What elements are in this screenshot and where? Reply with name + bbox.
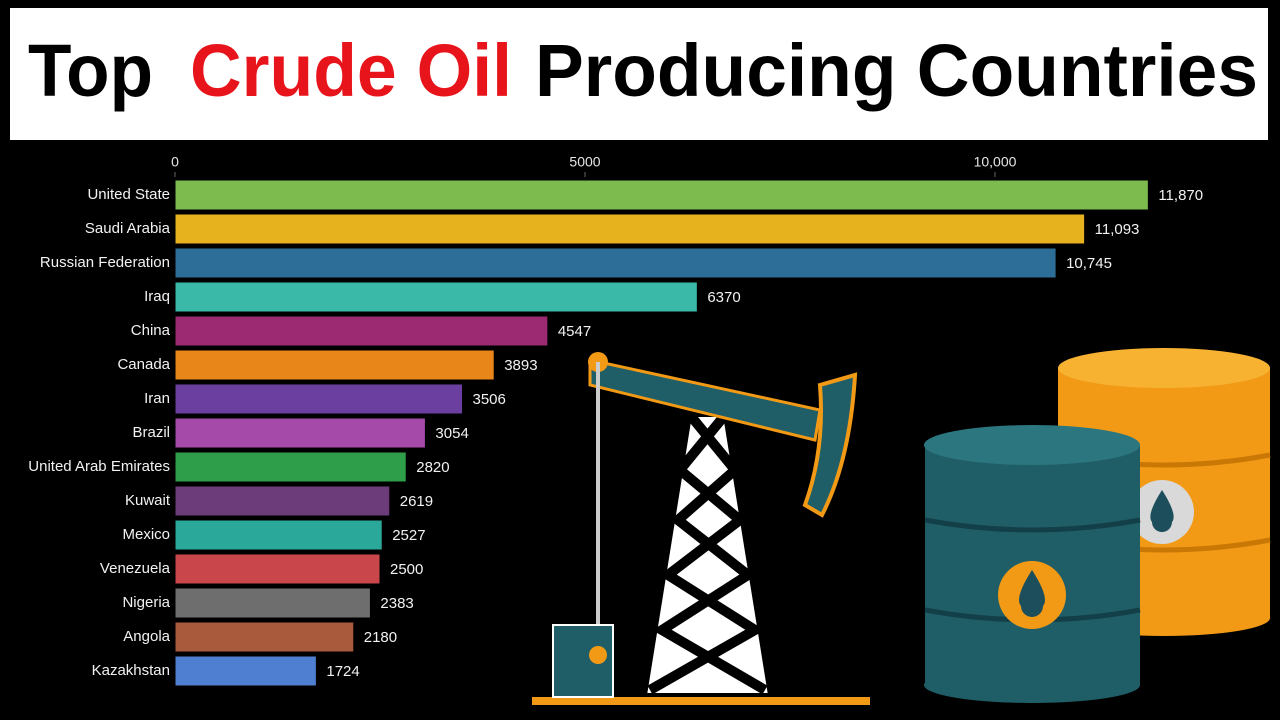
title-part: Top	[28, 29, 153, 112]
value-label: 4547	[558, 323, 591, 340]
value-label: 2500	[390, 561, 423, 578]
bar	[174, 553, 381, 585]
value-label: 3506	[472, 391, 505, 408]
value-label: 11,870	[1158, 187, 1203, 204]
value-label: 3893	[504, 357, 537, 374]
bar	[174, 383, 463, 415]
pump-base	[532, 697, 870, 705]
bar	[174, 519, 383, 551]
value-label: 3054	[435, 425, 468, 442]
bar	[174, 179, 1149, 211]
bar	[174, 621, 355, 653]
value-label: 2383	[380, 595, 413, 612]
x-tick-label: 5000	[569, 154, 600, 170]
chart-title: Top Crude Oil Producing Countries	[28, 29, 1258, 112]
category-label: Nigeria	[122, 594, 170, 611]
tower-truss	[647, 411, 768, 695]
bar	[174, 213, 1086, 245]
value-label: 2527	[392, 527, 425, 544]
category-label: Russian Federation	[40, 254, 170, 271]
category-label: Iran	[144, 390, 170, 407]
bar	[174, 587, 371, 619]
horse-head	[802, 372, 858, 518]
bar	[174, 485, 391, 517]
value-label: 10,745	[1066, 255, 1112, 272]
category-label: Brazil	[132, 424, 170, 441]
category-label: China	[131, 322, 171, 339]
category-label: Venezuela	[100, 560, 171, 577]
bar	[174, 655, 317, 687]
category-label: Angola	[123, 628, 170, 645]
barrel-top	[1058, 348, 1270, 388]
bar	[174, 417, 426, 449]
oil-drop	[1150, 490, 1174, 532]
category-label: Canada	[117, 356, 170, 373]
category-label: Mexico	[122, 526, 170, 543]
category-label: Kuwait	[125, 492, 171, 509]
category-label: United Arab Emirates	[28, 458, 170, 475]
category-label: Saudi Arabia	[85, 220, 171, 237]
barrel-bottom	[924, 667, 1140, 703]
x-tick-label: 0	[171, 154, 179, 170]
bar	[174, 247, 1057, 279]
value-label: 2820	[416, 459, 449, 476]
bar	[174, 281, 698, 313]
value-label: 2180	[364, 629, 397, 646]
title-box	[10, 8, 1268, 140]
value-label: 6370	[707, 289, 740, 306]
category-label: Kazakhstan	[92, 662, 170, 679]
value-label: 1724	[326, 663, 359, 680]
bar	[174, 349, 495, 381]
value-label: 2619	[400, 493, 433, 510]
category-label: United State	[87, 186, 170, 203]
oil-drop	[1019, 570, 1045, 617]
title-part: Crude Oil	[190, 29, 512, 112]
crank	[589, 646, 607, 664]
title-part: Producing Countries	[535, 29, 1258, 112]
category-label: Iraq	[144, 288, 170, 305]
bar	[174, 451, 407, 483]
bar	[174, 315, 549, 347]
barrel-top	[924, 425, 1140, 465]
illustration	[532, 348, 1271, 705]
x-tick-label: 10,000	[974, 154, 1017, 170]
pump-beam	[588, 358, 822, 442]
value-label: 11,093	[1095, 221, 1140, 238]
